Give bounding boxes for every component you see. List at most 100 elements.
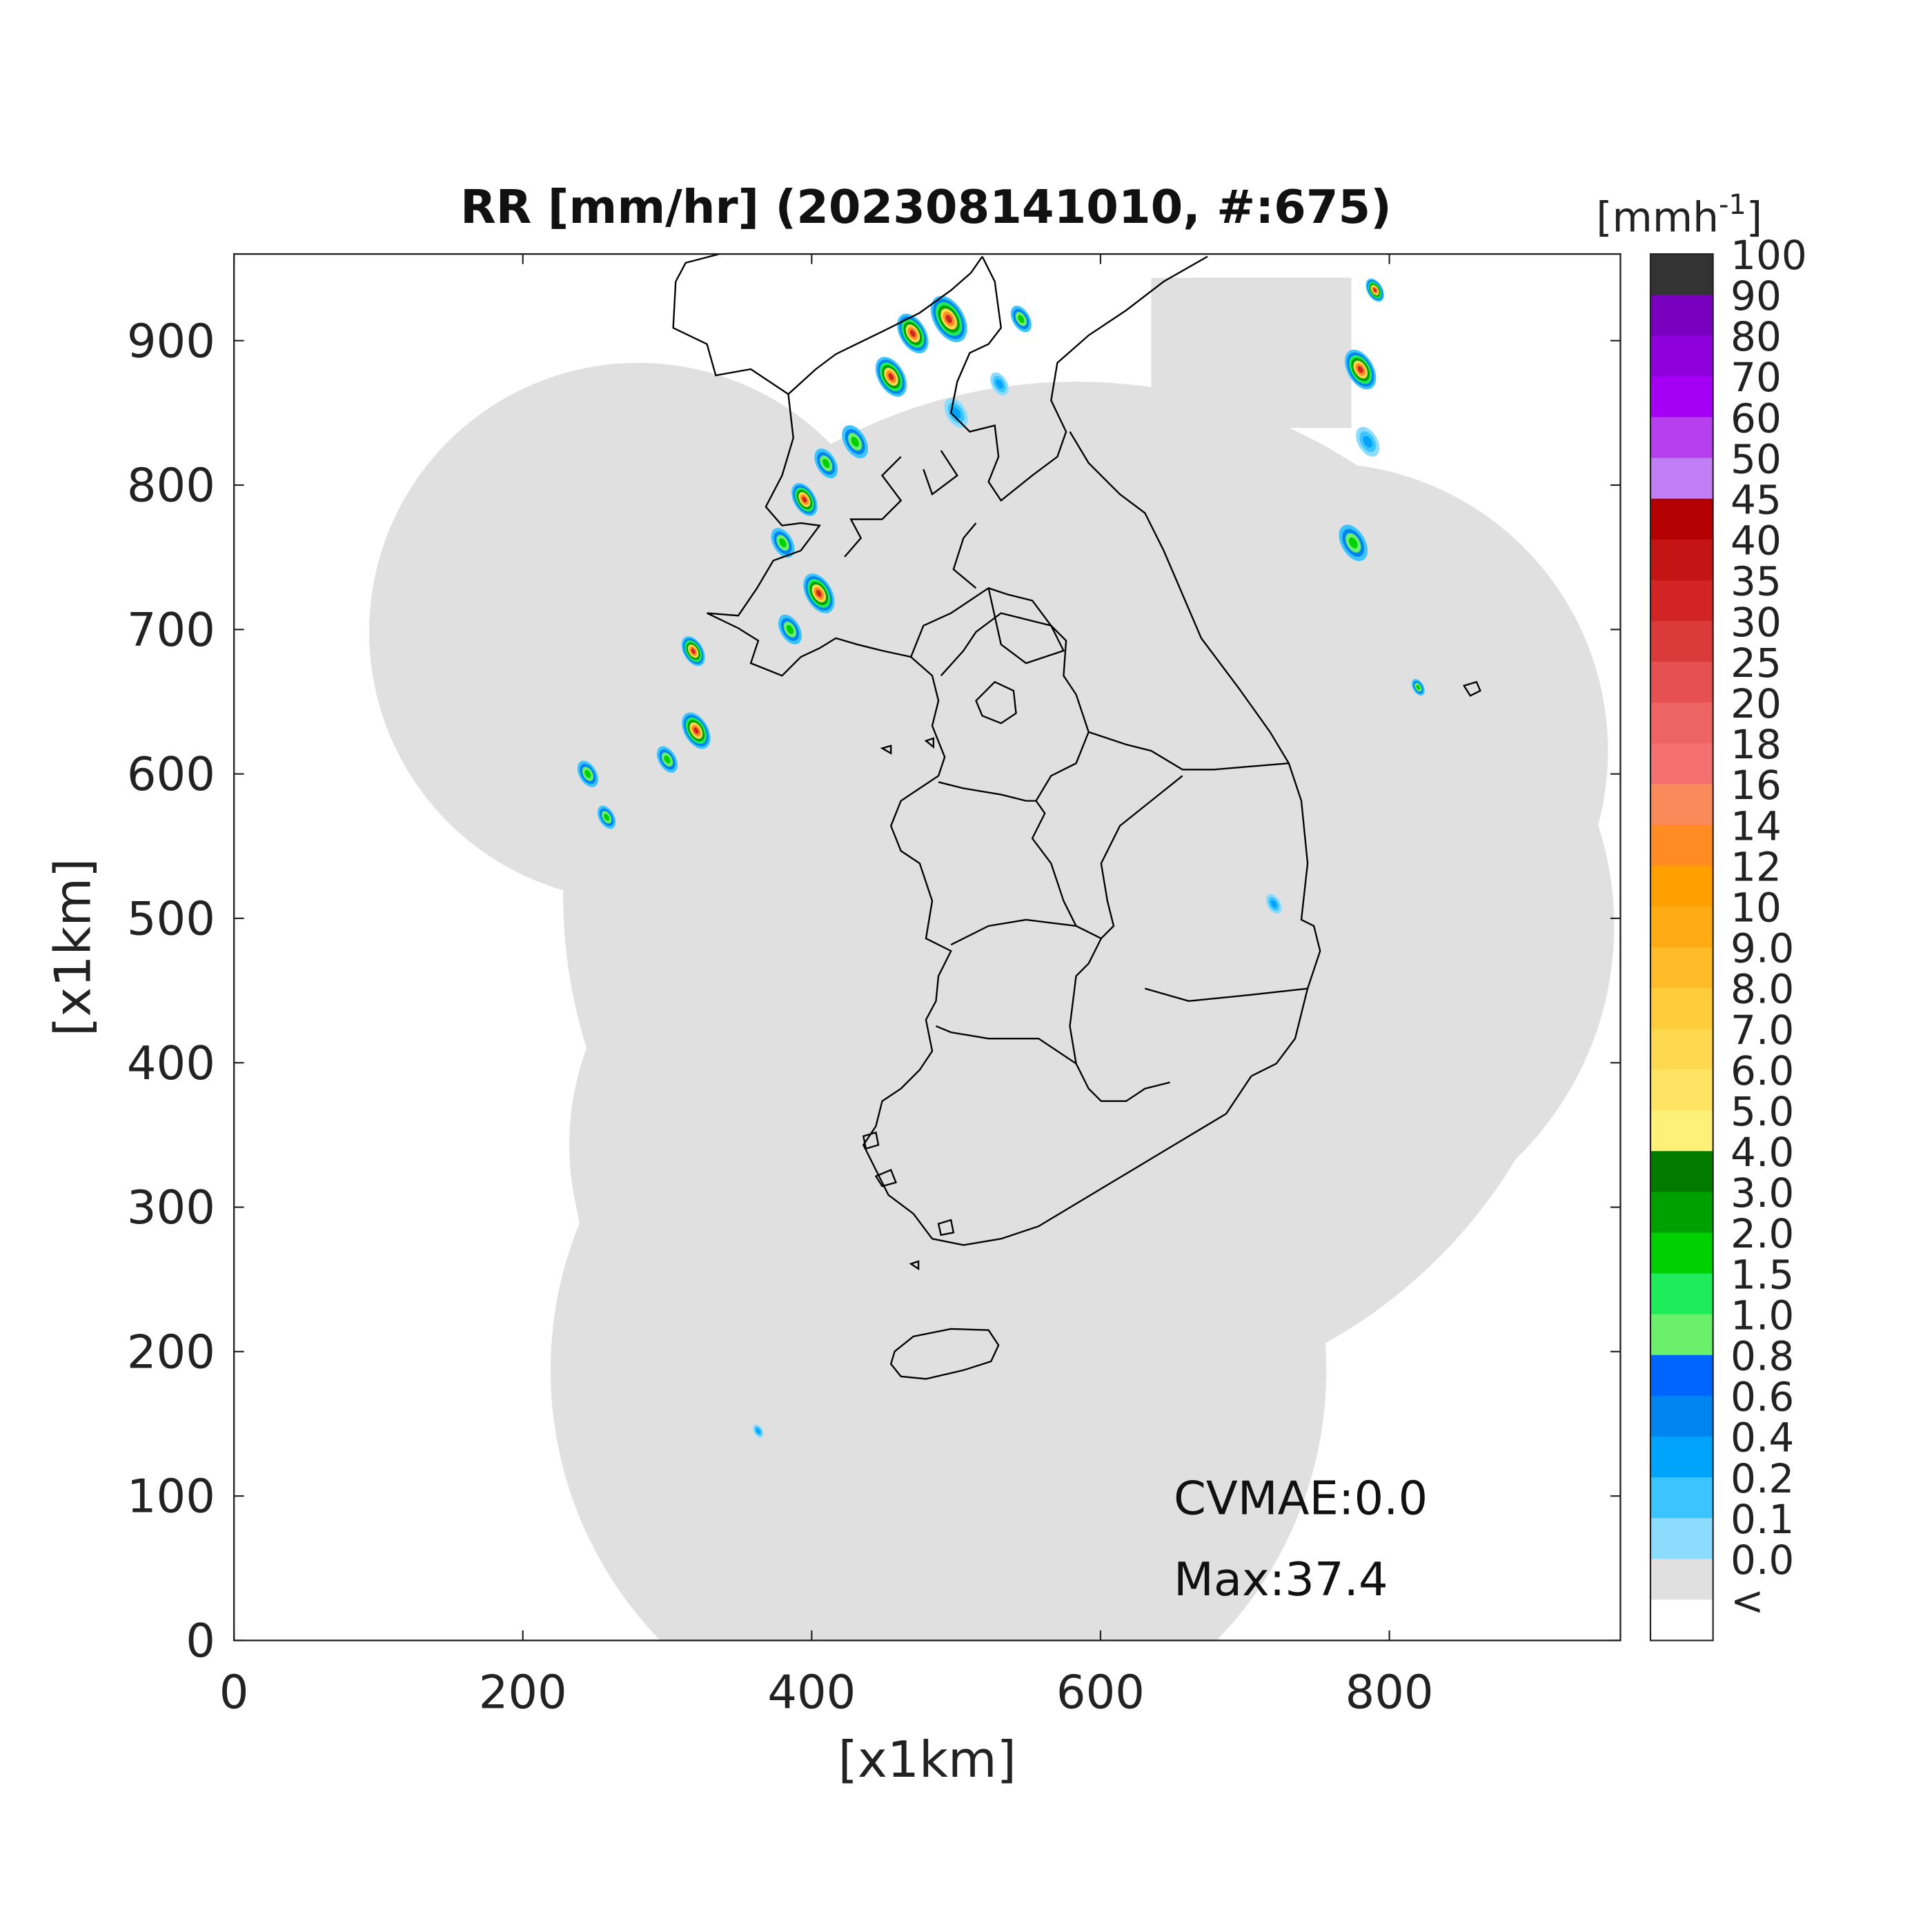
x-tick-label: 0: [219, 1665, 249, 1719]
province-boundaries: [936, 612, 1308, 1103]
rain-cell: [1348, 537, 1358, 549]
colorbar-swatch: [1650, 621, 1713, 663]
y-tick-label: 100: [127, 1470, 215, 1524]
colorbar-swatch: [1650, 1395, 1713, 1438]
colorbar-tick-label: 10: [1731, 884, 1782, 931]
y-tick-label: 500: [127, 892, 215, 946]
rain-cell: [604, 814, 610, 821]
x-tick-label: 800: [1346, 1665, 1434, 1719]
y-tick-label: 600: [127, 747, 215, 801]
colorbar-tick-label: 0.6: [1731, 1374, 1794, 1421]
rain-cell: [756, 1428, 760, 1434]
colorbar-swatch: [1650, 1314, 1713, 1356]
colorbar-swatch: [1650, 417, 1713, 459]
y-tick-label: 300: [127, 1181, 215, 1234]
colorbar-swatch: [1650, 457, 1713, 500]
colorbar-tick-label: 8.0: [1731, 966, 1794, 1013]
colorbar-tick-label: 40: [1731, 518, 1782, 564]
nk-northeast-border: [949, 255, 1208, 502]
colorbar-tick-label: 70: [1731, 354, 1782, 401]
colorbar-swatch: [1650, 1070, 1713, 1112]
y-tick-label: 900: [127, 314, 215, 368]
colorbar-tick-label: 1.0: [1731, 1292, 1794, 1339]
coastline-borders: [672, 254, 1481, 1380]
colorbar-swatch: [1650, 1599, 1713, 1642]
colorbar-swatch: [1650, 295, 1713, 337]
chart-title: RR [mm/hr] (202308141010, #:675): [460, 180, 1392, 234]
colorbar-tick-label: 7.0: [1731, 1007, 1794, 1054]
colorbar-tick-label: 18: [1731, 721, 1782, 768]
rain-cell: [945, 315, 952, 324]
y-axis: 0 100 200 300 400 500 600 700 800 900: [127, 314, 1621, 1668]
nk-inland-border: [844, 450, 958, 558]
jeju-island: [889, 1328, 1000, 1380]
x-axis: 0 200 400 600 800: [219, 254, 1434, 1719]
axes-frame: [233, 253, 1621, 1642]
colorbar-swatch: [1650, 1110, 1713, 1152]
rain-cell: [816, 589, 822, 598]
rain-cell: [1363, 435, 1372, 448]
rain-cell: [691, 648, 696, 654]
y-tick-label: 200: [127, 1325, 215, 1379]
colorbar-tick-label: 14: [1731, 802, 1782, 849]
colorbar-swatch: [1650, 906, 1713, 948]
colorbar-tick-label: 2.0: [1731, 1210, 1794, 1257]
y-tick-label: 700: [127, 603, 215, 657]
colorbar-swatch: [1650, 947, 1713, 989]
colorbar-tick-label: 9.0: [1731, 925, 1794, 972]
rain-cell: [851, 436, 859, 447]
colorbar-tick-label: 6.0: [1731, 1047, 1794, 1094]
cvmae-annotation: CVMAE:0.0: [1174, 1471, 1428, 1525]
x-tick-label: 200: [479, 1665, 567, 1719]
rain-cell: [822, 459, 830, 469]
colorbar-swatch: [1650, 987, 1713, 1030]
colorbar-swatch: [1650, 1232, 1713, 1274]
colorbar-swatch: [1650, 1518, 1713, 1560]
rain-cell: [1018, 315, 1025, 324]
colorbar-swatch: [1650, 1477, 1713, 1519]
y-tick-label: 0: [186, 1614, 215, 1668]
rain-cell: [693, 727, 699, 734]
seoul-boundary: [975, 680, 1017, 724]
colorbar-swatch: [1650, 539, 1713, 582]
colorbar-tick-label: 80: [1731, 313, 1782, 360]
rain-cell: [888, 373, 894, 381]
rain-cell: [584, 769, 591, 778]
x-tick-label: 400: [767, 1665, 856, 1719]
western-islands: [862, 737, 955, 1271]
rain-cell: [786, 624, 794, 634]
colorbar-swatch: [1650, 580, 1713, 622]
colorbar-tick-label: 100: [1731, 232, 1807, 279]
colorbar-swatch: [1650, 865, 1713, 907]
colorbar-swatch: [1650, 1354, 1713, 1397]
rain-cell: [909, 330, 916, 337]
colorbar-swatch: [1650, 498, 1713, 540]
colorbar-swatch: [1650, 1273, 1713, 1315]
colorbar-tick-label: 50: [1731, 435, 1782, 482]
rain-cell: [1373, 288, 1377, 293]
rain-cell: [1416, 684, 1421, 690]
colorbar-tick-label: 20: [1731, 680, 1782, 727]
rain-cell: [1357, 366, 1363, 373]
max-annotation: Max:37.4: [1174, 1552, 1388, 1606]
colorbar-tick-label: 45: [1731, 476, 1782, 523]
colorbar-swatch: [1650, 335, 1713, 377]
colorbar-swatch: [1650, 743, 1713, 785]
y-tick-label: 800: [127, 459, 215, 513]
colorbar-swatch: [1650, 1192, 1713, 1234]
y-tick-label: 400: [127, 1036, 215, 1090]
colorbar-tick-label: <: [1731, 1577, 1764, 1624]
colorbar-tick-label: 90: [1731, 273, 1782, 319]
colorbar-tick-label: 16: [1731, 762, 1782, 809]
rain-cell: [996, 379, 1003, 389]
colorbar-tick-label: 25: [1731, 640, 1782, 687]
colorbar-swatch: [1650, 825, 1713, 867]
colorbar-tick-label: 0.0: [1731, 1537, 1794, 1584]
x-tick-label: 600: [1056, 1665, 1145, 1719]
rain-cells: [577, 278, 1425, 1438]
colorbar-tick-label: 0.8: [1731, 1333, 1794, 1380]
colorbar-frame: [1649, 253, 1714, 1642]
colorbar-tick-label: 4.0: [1731, 1129, 1794, 1176]
colorbar-unit-label: [mmh-1]: [1596, 189, 1762, 241]
colorbar-tick-label: 35: [1731, 558, 1782, 605]
